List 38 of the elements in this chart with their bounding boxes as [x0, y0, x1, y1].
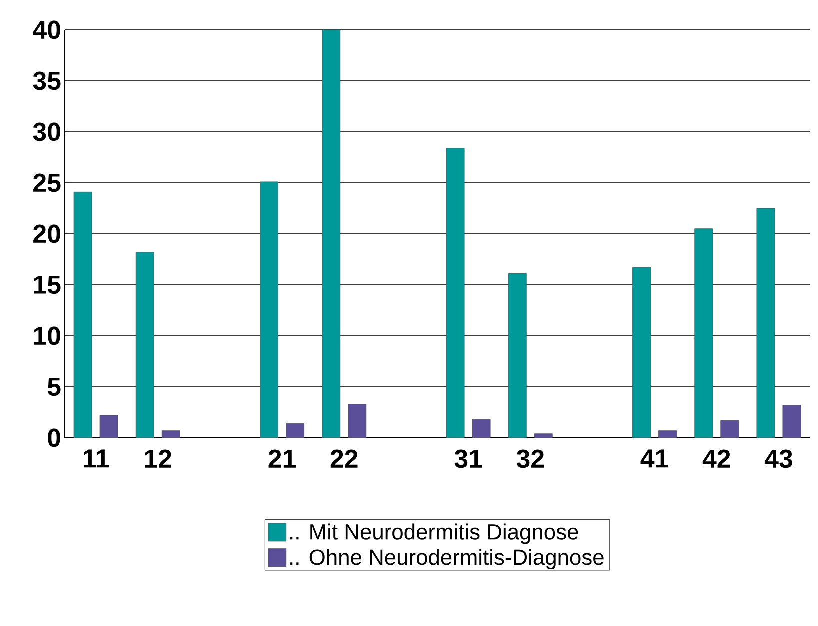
bar — [720, 420, 740, 438]
y-tick-label: 30 — [33, 122, 60, 142]
bar — [658, 430, 678, 438]
y-tick-label: 20 — [34, 224, 60, 244]
x-tick-label: 31 — [454, 450, 482, 468]
y-tick-label: 0 — [48, 428, 60, 448]
y-tick-label: 40 — [33, 20, 60, 40]
y-tick-label: 25 — [34, 174, 61, 192]
bar — [348, 404, 367, 438]
bar — [100, 415, 118, 438]
bar — [472, 419, 491, 438]
y-tick-label: 5 — [48, 378, 61, 396]
bar — [782, 405, 802, 438]
bar — [446, 148, 465, 438]
bar — [260, 182, 278, 438]
bar — [632, 267, 652, 438]
bar — [162, 430, 180, 438]
legend-label: .. Ohne Neurodermitis-Diagnose — [290, 549, 604, 570]
bar — [286, 424, 304, 438]
y-tick-label: 10 — [34, 326, 60, 346]
x-tick-label: 12 — [145, 450, 172, 468]
bar — [74, 192, 92, 438]
legend-label: .. Mit Neurodermitis Diagnose — [290, 524, 578, 544]
y-tick-label: 15 — [34, 276, 61, 294]
x-tick-label: 41 — [640, 450, 668, 468]
x-tick-label: 32 — [516, 450, 544, 468]
bar — [136, 252, 154, 438]
bar — [534, 434, 553, 438]
x-tick-label: 42 — [702, 450, 730, 468]
bar — [756, 208, 776, 438]
y-tick-label: 35 — [33, 72, 61, 90]
bar — [508, 274, 527, 438]
bar — [322, 30, 341, 438]
x-tick-label: 11 — [84, 450, 110, 468]
x-tick-label: 22 — [330, 450, 358, 468]
x-tick-label: 43 — [764, 450, 792, 468]
bar — [694, 228, 714, 438]
x-tick-label: 21 — [268, 450, 296, 468]
